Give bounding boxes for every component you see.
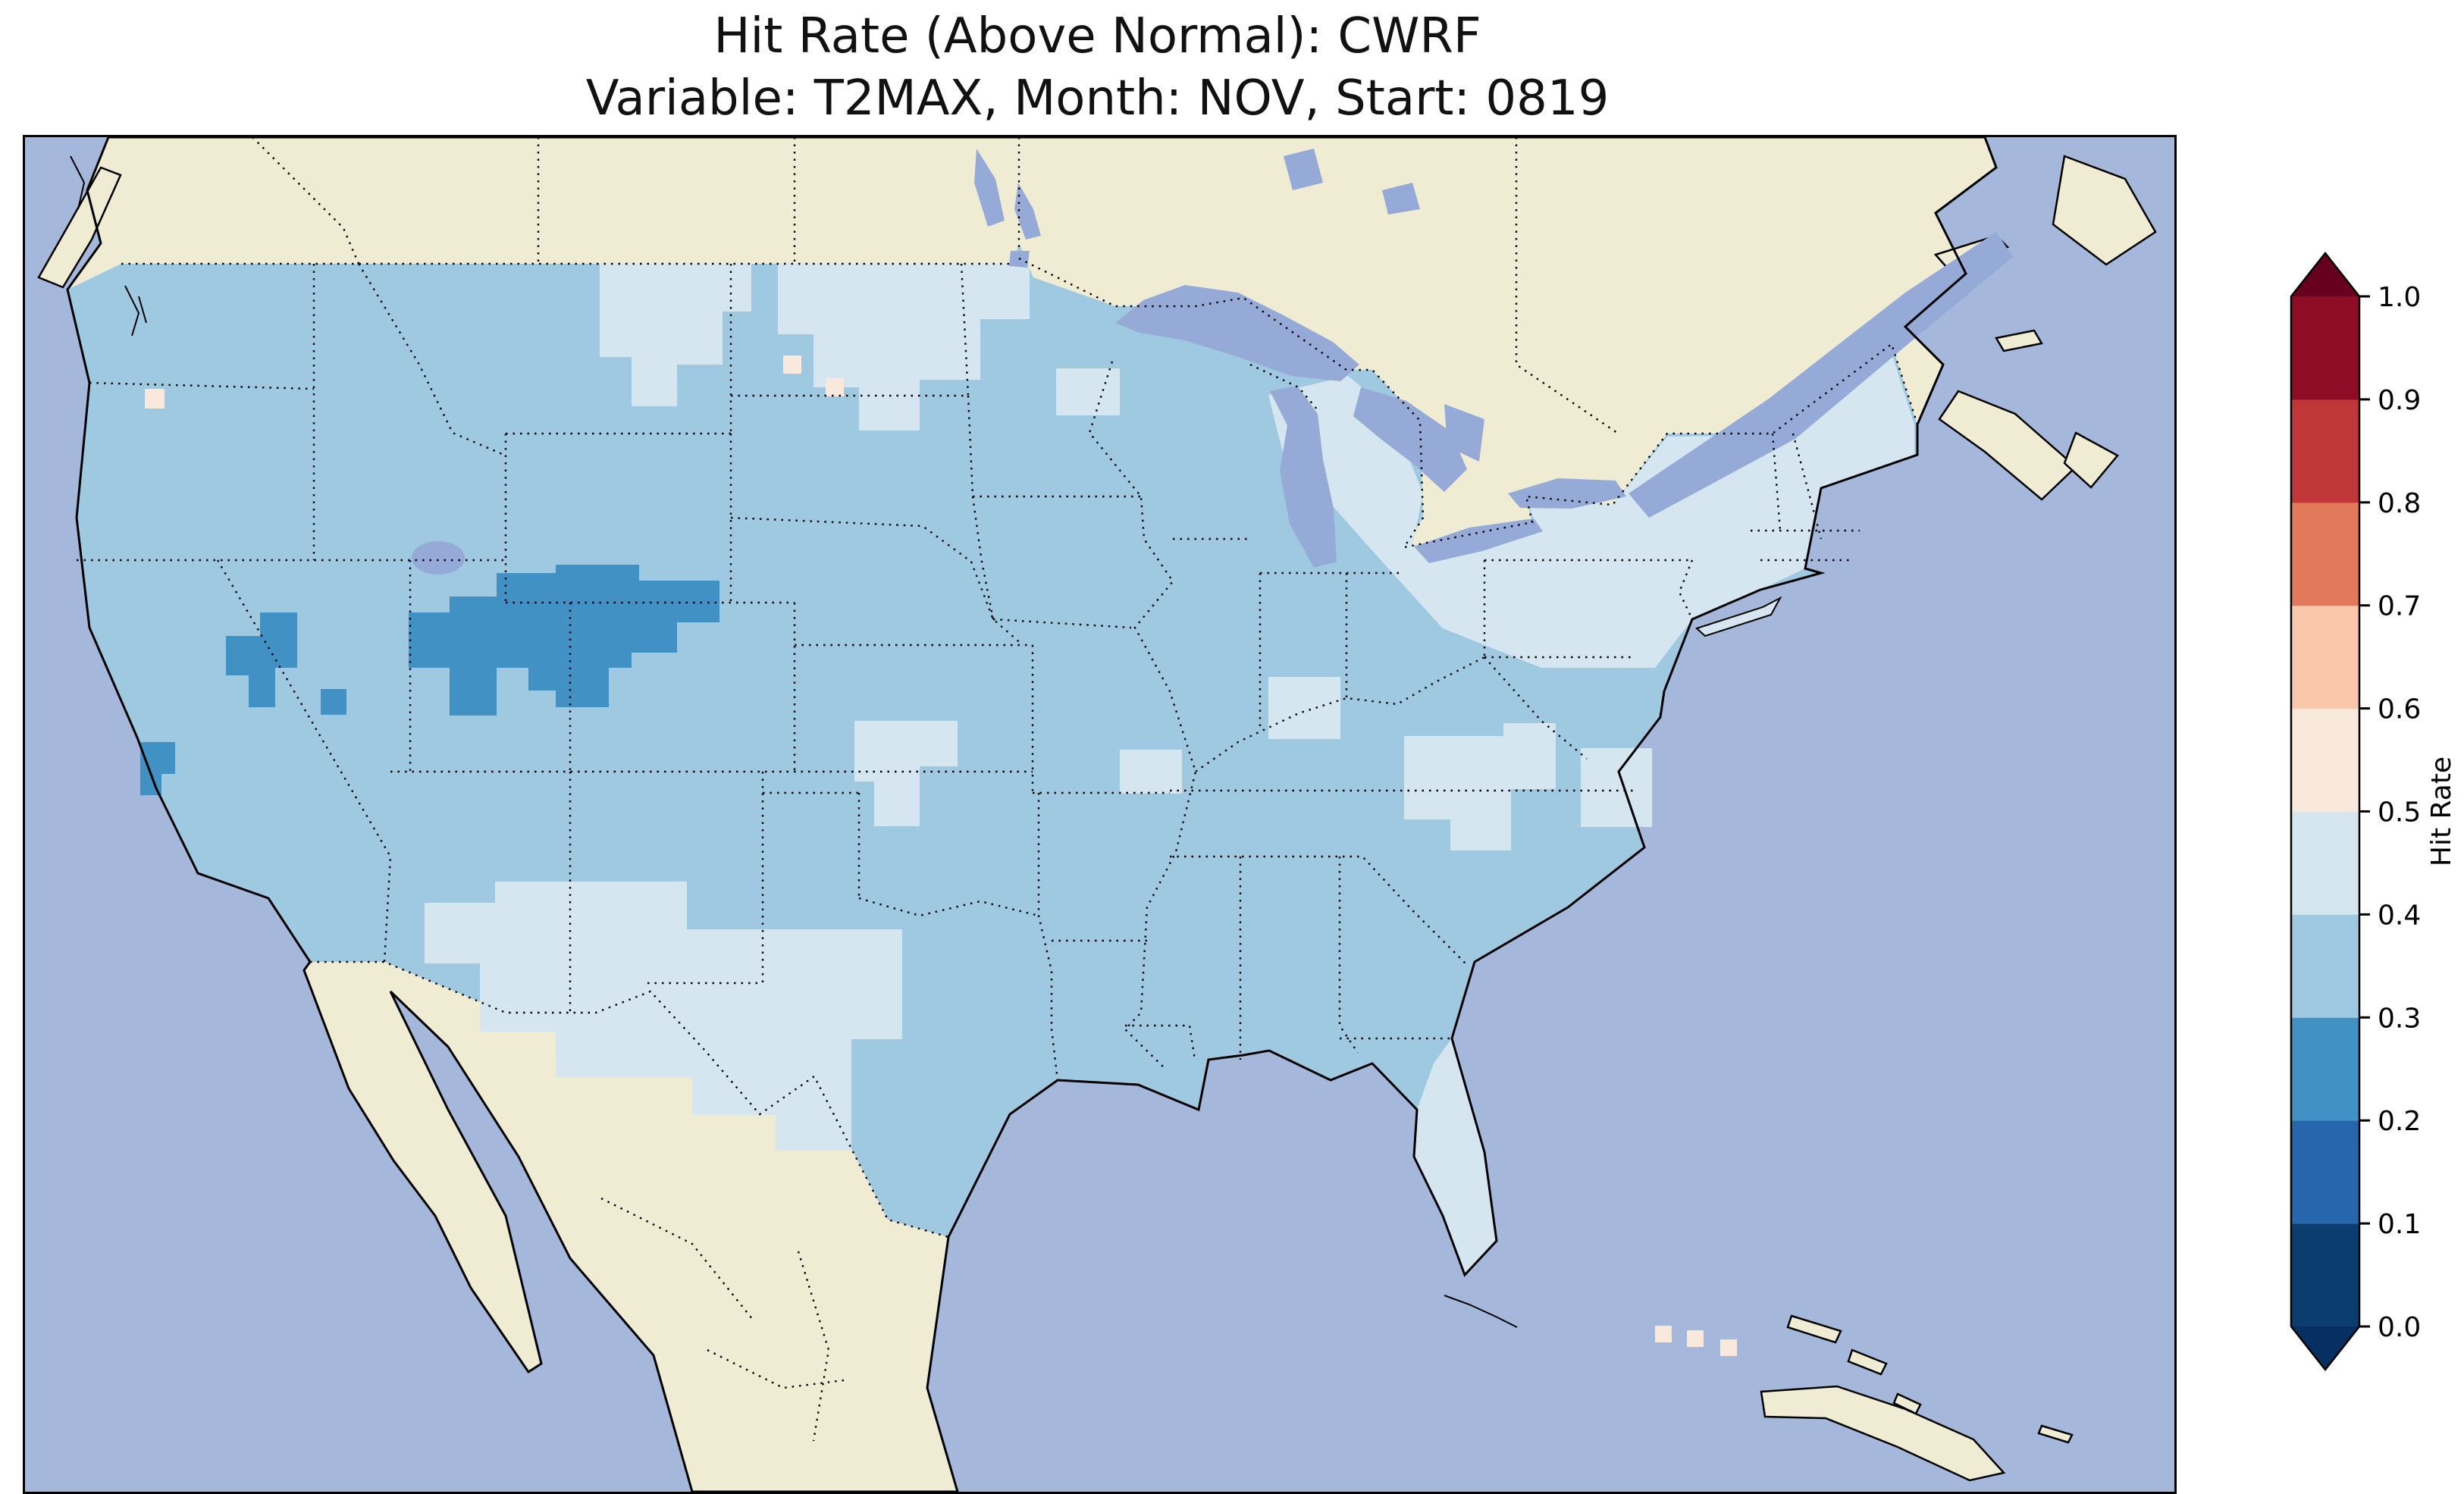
title-line-2: Variable: T2MAX, Month: NOV, Start: 0819: [585, 70, 1610, 127]
colorbar-over-triangle: [2291, 253, 2359, 296]
national-borders: [121, 257, 1919, 1239]
colorbar-tick-label: 0.9: [2378, 385, 2421, 416]
patch-wyoming-utah-0.2-0.3: [409, 565, 719, 716]
colorbar-under-triangle: [2291, 1326, 2359, 1370]
patch-missouri-0.4-0.5: [1120, 750, 1182, 794]
colorbar-axis-label: Hit Rate: [2426, 756, 2457, 866]
colorbar-band: [2291, 605, 2359, 709]
patch-ohio-valley-0.4-0.5: [1404, 723, 1556, 850]
colorbar-tick-label: 0.7: [2378, 591, 2421, 622]
canadian-lake: [1382, 183, 1420, 215]
patch-illinois-0.4-0.5: [1268, 677, 1340, 739]
bahamas-island: [1892, 1392, 1922, 1415]
coastal-details: [70, 155, 1518, 1328]
colorbar-band: [2291, 1120, 2359, 1224]
spot-montana-0.5-0.6: [783, 355, 801, 374]
nova-scotia: [1938, 390, 2077, 501]
colorbar-band: [2291, 811, 2359, 915]
lakes: [412, 149, 2013, 575]
spot-puget-0.5-0.6: [145, 389, 165, 409]
small-island: [2037, 1424, 2074, 1444]
colorbar-tick-label: 0.4: [2378, 900, 2421, 931]
lake-michigan: [1270, 386, 1337, 568]
colorbar-band: [2291, 708, 2359, 812]
islands: [37, 155, 2157, 1482]
patch-dakotas-0.4-0.5: [778, 264, 1030, 431]
bc-coast-islets: [70, 155, 86, 210]
colorbar-band: [2291, 1223, 2359, 1327]
lake-nipigon: [1284, 149, 1323, 190]
figure-title: Hit Rate (Above Normal): CWRF Variable: …: [23, 6, 2172, 130]
lake-winnipeg: [974, 149, 1005, 227]
patch-newmexico-texas-0.4-0.5: [425, 882, 902, 1151]
patch-socal-0.2-0.3: [140, 742, 175, 795]
bahamas-island: [1786, 1314, 1842, 1344]
spot-south-florida-0.5-0.6: [1655, 1326, 1672, 1342]
patch-nevada-0.2-0.3: [226, 612, 297, 707]
colorbar-tick-label: 0.3: [2378, 1003, 2421, 1034]
lake-manitoba: [1014, 183, 1041, 240]
spot-south-florida-0.5-0.6: [1687, 1330, 1704, 1347]
spot-montana-0.5-0.6: [826, 378, 844, 396]
patch-west-nevada-0.2-0.3: [321, 689, 346, 715]
colorbar-tick-label: 0.1: [2378, 1209, 2421, 1240]
title-line-1: Hit Rate (Above Normal): CWRF: [713, 8, 1481, 64]
bahamas-island: [1847, 1348, 1888, 1376]
georgian-bay: [1444, 404, 1484, 462]
great-salt-lake: [412, 541, 465, 575]
us-hit-rate-field: [67, 243, 1917, 1275]
patch-florida-0.4-0.5: [1414, 1038, 1497, 1275]
patch-maryland-0.4-0.5: [1581, 748, 1652, 827]
colorbar-tick-label: 0.0: [2378, 1312, 2421, 1343]
long-island: [1695, 596, 1782, 637]
colorbar-band: [2291, 914, 2359, 1018]
colorbar-svg: 0.0 0.1 0.2 0.3 0.4 0.5 0.6 0.7 0.8 0.9 1.0 Hit Rat…: [2290, 251, 2457, 1372]
colorbar-tick-label: 0.8: [2378, 488, 2421, 519]
patch-minnesota-0.4-0.5: [1056, 368, 1120, 415]
colorbar-band: [2291, 502, 2359, 606]
prince-edward-island: [1995, 329, 2043, 352]
lake-huron: [1353, 387, 1467, 492]
florida-keys: [1444, 1295, 1518, 1328]
patch-kansas-0.4-0.5: [854, 721, 958, 826]
puget-sound: [124, 285, 147, 337]
hit-rate-patches: [140, 264, 1914, 1356]
colorbar-band: [2291, 399, 2359, 503]
colorbar: 0.0 0.1 0.2 0.3 0.4 0.5 0.6 0.7 0.8 0.9 1.0 Hit Rat…: [2274, 243, 2464, 1471]
colorbar-band: [2291, 296, 2359, 400]
lake-erie: [1414, 518, 1543, 563]
lake-ontario: [1508, 478, 1626, 509]
spot-south-florida-0.5-0.6: [1720, 1339, 1737, 1356]
st-lawrence-river: [1629, 232, 2013, 518]
vancouver-island: [37, 166, 122, 289]
colorbar-tick-label: 0.6: [2378, 694, 2421, 725]
state-borders: [77, 137, 1860, 1442]
colorbar-tick-label: 0.5: [2378, 797, 2421, 828]
patch-northeast-0.4-0.5: [1268, 348, 1914, 668]
colorbar-band: [2291, 1017, 2359, 1121]
colorbar-tick-label: 0.2: [2378, 1106, 2421, 1137]
lake-superior: [1115, 285, 1359, 381]
map-axes: [23, 135, 2177, 1494]
cape-breton-island: [2063, 431, 2119, 489]
newfoundland-island: [2052, 155, 2157, 266]
patch-montana-0.4-0.5: [600, 264, 751, 406]
us-hit-rate-map: [25, 137, 2174, 1492]
colorbar-tick-label: 1.0: [2378, 282, 2421, 313]
cuba-island: [1760, 1385, 2006, 1482]
